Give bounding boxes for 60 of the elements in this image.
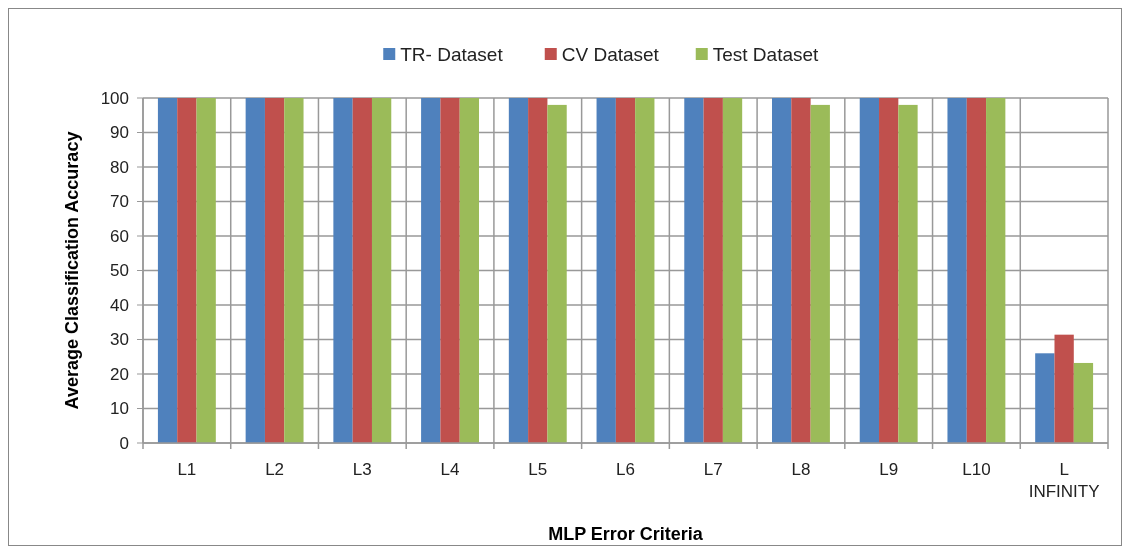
bar (810, 104, 830, 443)
bar (177, 98, 197, 443)
bar (245, 98, 265, 443)
x-tick-label: L INFINITY (1028, 460, 1100, 501)
bar (352, 98, 372, 443)
bar (196, 98, 216, 443)
legend-label: TR- Dataset (400, 43, 504, 65)
bar (615, 98, 636, 443)
y-tick-label: 70 (110, 192, 129, 212)
x-tick-label: L9 (879, 460, 899, 479)
y-tick-label: 10 (110, 399, 129, 419)
bar (284, 98, 304, 443)
x-tick-label: L5 (528, 460, 548, 479)
bar (898, 104, 918, 443)
bar (703, 98, 723, 443)
y-tick-label: 40 (110, 295, 129, 315)
bar (966, 98, 987, 443)
x-tick-label: L1 (177, 460, 197, 479)
bar (722, 98, 743, 443)
y-tick-label: 30 (110, 330, 129, 350)
y-axis-title: Average Classification Accuracy (62, 131, 82, 410)
bar (1073, 362, 1094, 443)
bar (986, 98, 1006, 443)
bar (859, 98, 880, 443)
bar (596, 98, 616, 443)
x-tick-label: L7 (703, 460, 723, 479)
x-tick-label: L8 (791, 460, 811, 479)
y-tick-label: 60 (110, 226, 129, 246)
legend-label: CV Dataset (561, 43, 660, 65)
y-tick-label: 100 (100, 88, 129, 108)
x-tick-label: L10 (962, 460, 991, 479)
bar (421, 98, 441, 443)
x-tick-label: L4 (440, 460, 460, 479)
bar (157, 98, 178, 443)
bar (264, 98, 285, 443)
bar (772, 98, 792, 443)
y-tick-label: 20 (110, 364, 129, 384)
bar (333, 98, 353, 443)
bar (1054, 334, 1074, 443)
bar (508, 98, 529, 443)
x-axis-title: MLP Error Criteria (548, 524, 704, 544)
bar (879, 98, 899, 443)
bar (947, 98, 967, 443)
x-tick-label: L6 (616, 460, 635, 479)
x-tick-label: L3 (352, 460, 372, 479)
y-tick-label: 90 (110, 123, 129, 143)
bar (547, 104, 567, 443)
bar (459, 98, 479, 443)
bar (371, 98, 392, 443)
bar (1035, 353, 1055, 443)
y-tick-label: 50 (110, 261, 129, 281)
bar (791, 98, 811, 443)
bar (684, 98, 704, 443)
y-tick-label: 80 (110, 157, 129, 177)
bar (635, 98, 655, 443)
bar (528, 98, 548, 443)
x-tick-label: L2 (265, 460, 285, 479)
legend-label: Test Dataset (712, 43, 820, 65)
bar (440, 98, 460, 443)
y-tick-label: 0 (119, 433, 129, 453)
